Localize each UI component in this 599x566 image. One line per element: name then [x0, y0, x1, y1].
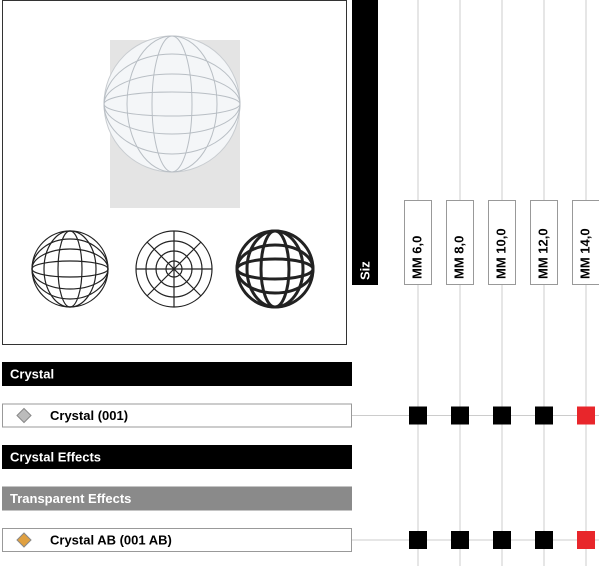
availability-cell — [409, 531, 427, 549]
section-header — [2, 445, 352, 469]
availability-cell — [409, 406, 427, 425]
section-label: Transparent Effects — [10, 491, 131, 506]
product-icon — [16, 407, 32, 424]
product-label: Crystal (001) — [50, 408, 128, 423]
size-label-box — [488, 200, 516, 285]
section-header — [2, 486, 352, 511]
product-row — [2, 528, 352, 552]
availability-cell — [493, 531, 511, 549]
product-label: Crystal AB (001 AB) — [50, 532, 172, 547]
size-label: MM 6,0 — [409, 236, 424, 279]
size-label: MM 10,0 — [493, 228, 508, 279]
availability-cell — [493, 406, 511, 425]
availability-cell — [535, 531, 553, 549]
availability-cell — [451, 406, 469, 425]
product-row — [2, 403, 352, 428]
size-label-box — [404, 200, 432, 285]
size-label-box — [572, 200, 599, 285]
size-header: Siz — [357, 261, 372, 280]
size-label-box — [446, 200, 474, 285]
availability-cell — [577, 406, 595, 425]
availability-cell — [535, 406, 553, 425]
size-header-bar — [352, 0, 378, 285]
section-label: Crystal — [10, 366, 54, 381]
size-label: MM 12,0 — [535, 228, 550, 279]
size-label-box — [530, 200, 558, 285]
section-label: Crystal Effects — [10, 449, 101, 464]
product-icon — [16, 532, 32, 548]
size-label: MM 8,0 — [451, 236, 466, 279]
availability-cell — [577, 531, 595, 549]
availability-cell — [451, 531, 469, 549]
size-label: MM 14,0 — [577, 228, 592, 279]
section-header — [2, 362, 352, 386]
product-image-panel — [2, 0, 347, 345]
